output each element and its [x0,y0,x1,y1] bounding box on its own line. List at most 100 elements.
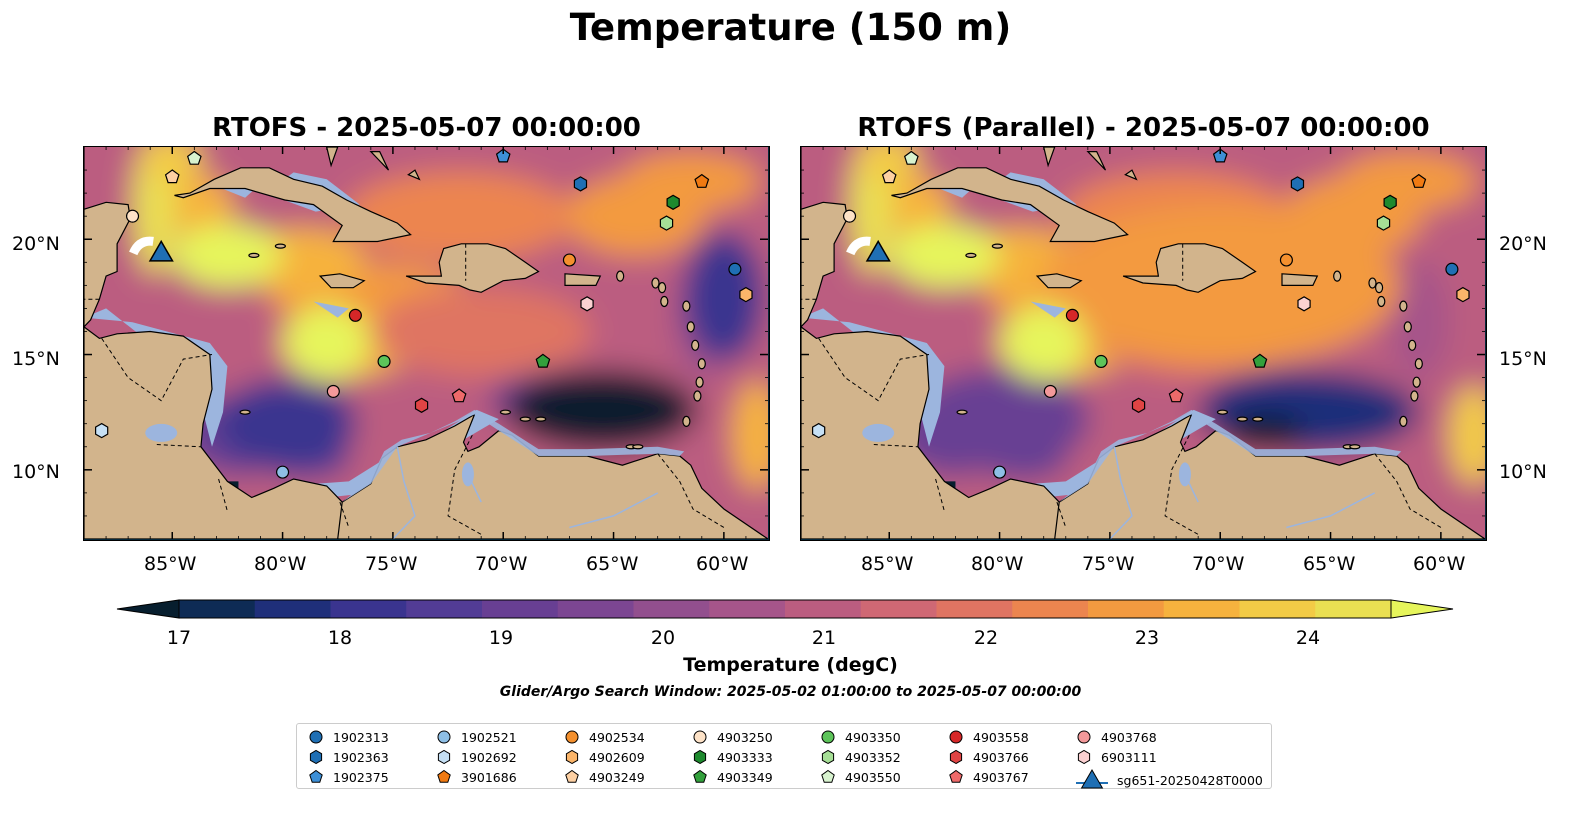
legend-marker-pentagon-icon [693,769,707,783]
float-marker-1902375[interactable] [495,148,511,163]
lon-label-80w-right: 80°W [971,553,1024,575]
figure-title: Temperature (150 m) [569,6,1012,49]
float-marker-4903350[interactable] [377,354,391,368]
legend-marker-hexagon-icon [821,749,835,765]
colorbar-segment [860,600,937,618]
land-jamaica [1035,273,1083,289]
land-puerto-rico [564,273,602,286]
float-marker-1902521[interactable] [276,465,290,479]
float-marker-4903250[interactable] [842,209,857,223]
float-marker-1902313[interactable] [1445,262,1459,276]
legend-item-1902363: 1902363 [307,749,389,765]
lon-label-60w-right: 60°W [1413,553,1466,575]
float-marker-1902363[interactable] [573,176,588,192]
float-marker-4903249[interactable] [164,169,180,184]
land-bahamas-1 [369,151,390,171]
lon-label-70w-right: 70°W [1192,553,1245,575]
legend-item-4903558: 4903558 [947,729,1029,745]
legend-item-4903352: 4903352 [819,749,901,765]
float-marker-4903349[interactable] [1252,353,1268,368]
legend-label: 4903558 [973,729,1029,745]
lon-label-85w: 85°W [144,553,197,575]
map-title-rtofs-parallel: RTOFS (Parallel) - 2025-05-07 00:00:00 [857,113,1430,143]
legend-item-4903550: 4903550 [819,769,901,785]
float-marker-4903766[interactable] [1131,397,1146,413]
land-island [657,282,667,294]
float-marker-4903249[interactable] [881,169,897,184]
legend-item-1902692: 1902692 [435,749,517,765]
map-title-rtofs: RTOFS - 2025-05-07 00:00:00 [212,113,641,143]
float-marker-1902692[interactable] [812,422,826,439]
land-island [693,390,702,402]
legend-marker-triangle-icon [1076,769,1108,789]
float-marker-4903767[interactable] [1168,388,1184,403]
colorbar-segment [709,600,786,618]
legend-marker-hexagon-icon [949,749,963,765]
land-island [1408,339,1417,351]
legend-item-4903768: 4903768 [1075,729,1157,745]
float-marker-4903768[interactable] [1043,384,1057,398]
float-marker-3901686[interactable] [1411,173,1427,188]
legend-item-1902375: 1902375 [307,769,389,785]
float-marker-4903333[interactable] [1383,194,1397,210]
float-marker-4903550[interactable] [186,150,202,165]
lat-label-10n-right: 10°N [1499,461,1547,483]
legend-marker-circle-icon [309,730,323,744]
colorbar-segment [936,600,1013,618]
float-marker-4903550[interactable] [903,150,919,165]
float-marker-4903766[interactable] [414,397,429,413]
float-marker-1902313[interactable] [728,262,742,276]
legend-item-4903333: 4903333 [691,749,773,765]
land-island [1414,358,1423,370]
float-marker-1902521[interactable] [993,465,1007,479]
legend-label: 4903333 [717,749,773,765]
float-marker-6903111[interactable] [580,296,594,312]
float-marker-4902609[interactable] [739,286,753,303]
lon-label-85w-right: 85°W [861,553,914,575]
legend-label: 4903550 [845,769,901,785]
float-marker-4903767[interactable] [451,388,467,403]
float-marker-4903768[interactable] [326,384,340,398]
float-marker-3901686[interactable] [694,173,710,188]
float-marker-4903349[interactable] [535,353,551,368]
land-island [691,339,700,351]
glider-marker[interactable] [148,239,174,262]
float-marker-4902534[interactable] [562,253,576,267]
float-marker-4903558[interactable] [1065,308,1079,322]
land-island [1399,415,1408,427]
colorbar-segment [482,600,559,618]
colorbar [116,599,1454,619]
land-island [1403,321,1412,333]
legend: 1902313 1902363 1902375 1902521 1902692 39016… [296,723,1272,789]
legend-marker-circle-icon [949,730,963,744]
glider-marker[interactable] [865,239,891,262]
legend-marker-circle-icon [821,730,835,744]
land-island [682,300,691,312]
float-marker-4903352[interactable] [659,215,674,231]
float-marker-4903250[interactable] [125,209,140,223]
float-marker-4903350[interactable] [1094,354,1108,368]
temperature-map-rtofs-parallel[interactable] [800,146,1487,541]
float-marker-4902609[interactable] [1456,286,1470,303]
lat-label-15n-right: 15°N [1499,348,1547,370]
lon-label-65w-right: 65°W [1303,553,1356,575]
float-marker-1902375[interactable] [1212,148,1228,163]
float-marker-1902363[interactable] [1290,176,1305,192]
float-marker-4903352[interactable] [1376,215,1391,231]
legend-item-3901686: 3901686 [435,769,517,785]
float-marker-4903558[interactable] [348,308,362,322]
float-marker-1902692[interactable] [95,422,109,439]
legend-label: 3901686 [461,769,517,785]
lon-label-70w: 70°W [475,553,528,575]
colorbar-label: Temperature (degC) [683,654,898,676]
legend-marker-circle-icon [565,730,579,744]
legend-item-4903766: 4903766 [947,749,1029,765]
temperature-map-rtofs[interactable] [83,146,770,541]
land-island [660,295,669,308]
float-marker-4903333[interactable] [666,194,680,210]
float-marker-4902534[interactable] [1279,253,1293,267]
legend-item-4903767: 4903767 [947,769,1029,785]
float-marker-6903111[interactable] [1297,296,1311,312]
colorbar-segment [1088,600,1165,618]
legend-marker-hexagon-icon [1077,749,1091,765]
